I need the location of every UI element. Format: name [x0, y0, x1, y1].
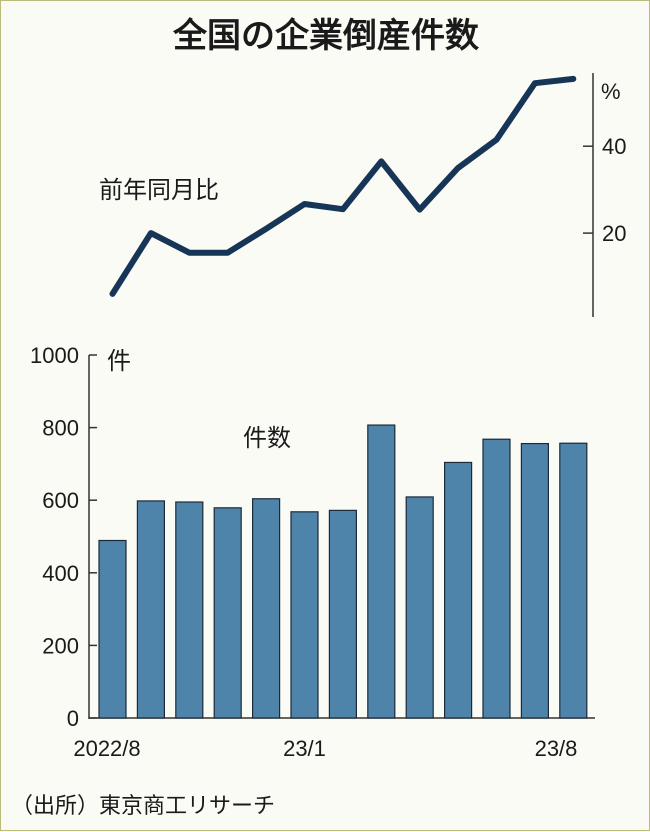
- source-note: （出所）東京商工リサーチ: [11, 794, 275, 819]
- bar: [521, 444, 548, 718]
- bar-tick-label: 800: [42, 416, 79, 441]
- bar: [176, 502, 203, 718]
- bar: [560, 443, 587, 718]
- chart-title: 全国の企業倒産件数: [172, 16, 479, 56]
- x-tick-label: 23/1: [283, 736, 326, 761]
- bar: [291, 512, 318, 718]
- x-tick-label: 2022/8: [73, 736, 140, 761]
- line-series-label: 前年同月比: [99, 176, 219, 204]
- bar-series-label: 件数: [243, 424, 291, 452]
- bar: [368, 425, 395, 718]
- bar-tick-label: 200: [42, 633, 79, 658]
- line-tick-label: 20: [602, 221, 626, 246]
- bar-tick-label: 600: [42, 488, 79, 513]
- bar-y-unit: 件: [107, 347, 131, 375]
- bar: [445, 462, 472, 718]
- yoy-line-panel: % 20 40 前年同月比: [99, 73, 626, 317]
- x-tick-label: 23/8: [535, 736, 578, 761]
- bar: [329, 510, 356, 718]
- count-bar-panel: 件 0 200 400 600 800 1000 2022/8 23/1 23/8 件数: [30, 343, 595, 761]
- bar: [253, 499, 280, 718]
- bar: [214, 508, 241, 718]
- bar: [483, 439, 510, 718]
- bar: [137, 501, 164, 718]
- line-tick-label: 40: [602, 134, 626, 159]
- bar-tick-label: 1000: [30, 343, 79, 368]
- bar-tick-label: 0: [67, 706, 79, 731]
- line-y-unit: %: [601, 79, 621, 104]
- bar: [99, 540, 126, 718]
- bar-tick-label: 400: [42, 561, 79, 586]
- bar: [406, 497, 433, 718]
